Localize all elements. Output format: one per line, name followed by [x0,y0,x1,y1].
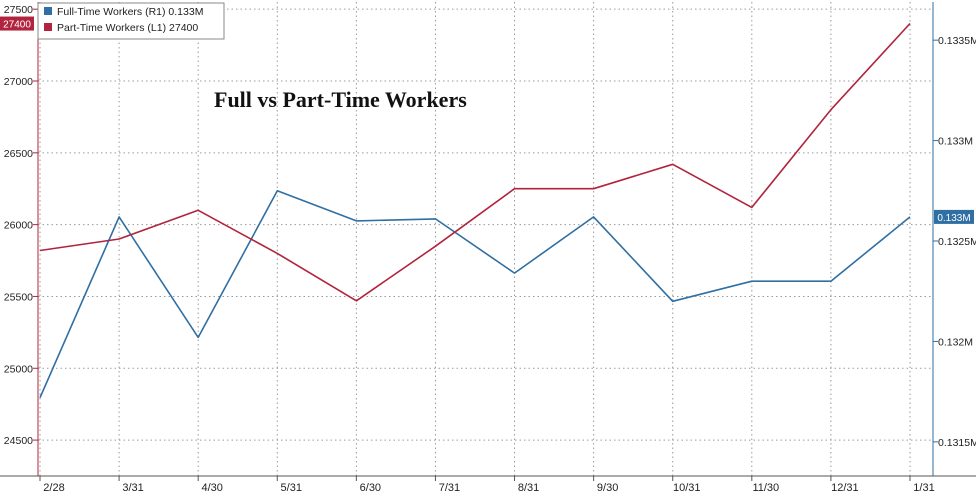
chart-title: Full vs Part-Time Workers [214,87,467,112]
series-lines [39,22,911,399]
tick-labels: 24500 25000 25500 26000 26500 27000 27500 0.131… [4,4,976,494]
left-value-badge [0,16,34,31]
x-tick-label: 12/31 [831,482,859,494]
right-value-badge-label: 0.133M [937,213,970,224]
left-tick-label: 27500 [4,4,33,16]
last-value-badges: 0.133M 27400 [0,16,974,224]
right-tick-label: 0.1335M [938,35,976,47]
left-tick-label: 27000 [4,76,33,88]
right-tick-label: 0.1315M [938,437,976,449]
x-tick-label: 6/30 [360,482,381,494]
x-tick-label: 4/30 [201,482,222,494]
x-tick-label: 9/30 [597,482,618,494]
right-value-badge [934,209,974,224]
left-value-badge-label: 27400 [3,20,31,31]
right-tick-label: 0.132M [938,336,973,348]
x-tick-label: 11/30 [752,482,779,494]
legend-swatch [44,7,52,15]
x-tick-label: 7/31 [439,482,460,494]
x-tick-label: 10/31 [673,482,701,494]
left-tick-label: 24500 [4,435,33,447]
legend-box [37,2,225,40]
left-tick-label: 26500 [4,148,33,160]
x-tick-label: 8/31 [518,482,539,494]
legend-label: Part-Time Workers (L1) 27400 [57,22,198,34]
left-tick-label: 25000 [4,363,33,375]
left-tick-label: 25500 [4,291,33,303]
x-tick-label: 1/31 [913,482,934,494]
series-line-part-time [39,22,911,302]
left-tick-label: 26000 [4,220,33,232]
x-tick-label: 5/31 [281,482,302,494]
x-tick-label: 2/28 [43,482,64,494]
series-line-full-time [39,190,911,399]
legend-swatch [44,23,52,31]
right-tick-label: 0.133M [938,136,973,148]
right-tick-label: 0.1325M [938,236,976,248]
legend: Full-Time Workers (R1) 0.133M Part-Time W… [37,2,225,40]
x-tick-label: 3/31 [122,482,143,494]
legend-label: Full-Time Workers (R1) 0.133M [57,6,203,18]
